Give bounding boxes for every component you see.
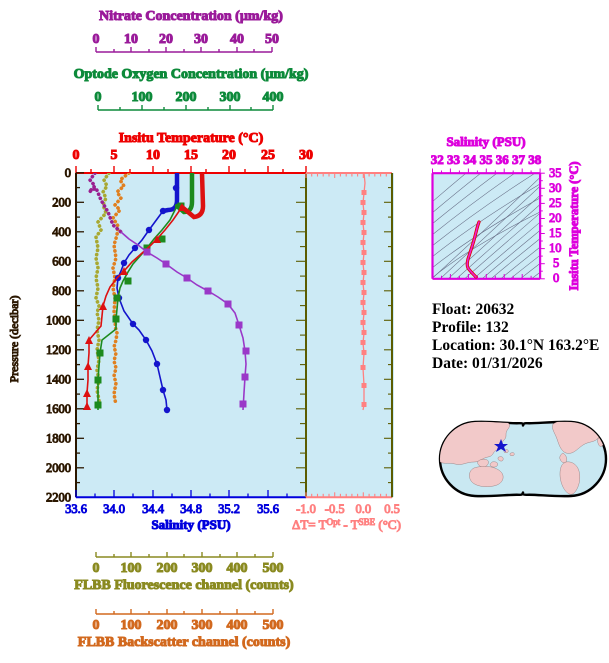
- svg-text:FLBB Fluorescence channel (cou: FLBB Fluorescence channel (counts): [74, 578, 294, 593]
- svg-text:0.0: 0.0: [355, 502, 371, 516]
- svg-text:5: 5: [553, 256, 559, 270]
- svg-text:100: 100: [121, 561, 142, 576]
- svg-text:35.2: 35.2: [218, 502, 240, 516]
- svg-text:1400: 1400: [46, 373, 71, 387]
- svg-text:32 33 34 35 36 37 38: 32 33 34 35 36 37 38: [431, 152, 542, 167]
- svg-text:0: 0: [93, 32, 100, 47]
- svg-text:400: 400: [263, 90, 284, 105]
- svg-text:30: 30: [299, 148, 313, 163]
- svg-text:5: 5: [111, 148, 118, 163]
- svg-text:0: 0: [73, 148, 80, 163]
- svg-text:Date: 01/31/2026: Date: 01/31/2026: [432, 355, 543, 372]
- svg-text:Location: 30.1°N 163.2°E: Location: 30.1°N 163.2°E: [432, 337, 599, 354]
- svg-text:0: 0: [65, 166, 71, 180]
- svg-text:400: 400: [227, 561, 248, 576]
- svg-text:200: 200: [157, 618, 178, 633]
- svg-text:1600: 1600: [46, 402, 71, 416]
- svg-text:600: 600: [52, 255, 71, 269]
- svg-text:0.5: 0.5: [384, 502, 400, 516]
- svg-text:34.8: 34.8: [180, 502, 202, 516]
- svg-text:500: 500: [263, 618, 284, 633]
- svg-text:35.6: 35.6: [257, 502, 279, 516]
- svg-text:0: 0: [95, 90, 102, 105]
- svg-text:400: 400: [52, 225, 71, 239]
- svg-text:Salinity (PSU): Salinity (PSU): [446, 134, 525, 149]
- svg-text:200: 200: [157, 561, 178, 576]
- svg-text:50: 50: [265, 32, 279, 47]
- svg-text:10: 10: [124, 32, 138, 47]
- svg-text:25: 25: [549, 196, 562, 210]
- svg-text:-1.0: -1.0: [296, 502, 316, 516]
- svg-text:25: 25: [261, 148, 275, 163]
- svg-text:1800: 1800: [46, 432, 71, 446]
- svg-text:34.4: 34.4: [142, 502, 165, 516]
- svg-text:15: 15: [549, 226, 562, 240]
- svg-text:30: 30: [549, 181, 562, 195]
- svg-text:Profile: 132: Profile: 132: [432, 319, 509, 336]
- svg-text:100: 100: [132, 90, 153, 105]
- svg-text:1000: 1000: [46, 314, 71, 328]
- svg-text:Float: 20632: Float: 20632: [432, 301, 514, 318]
- svg-text:200: 200: [52, 196, 71, 210]
- svg-text:10: 10: [146, 148, 160, 163]
- svg-text:500: 500: [263, 561, 284, 576]
- svg-text:Salinity (PSU): Salinity (PSU): [151, 517, 230, 532]
- svg-text:Optode Oxygen Concentration (µ: Optode Oxygen Concentration (µm/kg): [74, 67, 309, 82]
- svg-text:2000: 2000: [46, 461, 71, 475]
- svg-text:10: 10: [549, 241, 562, 255]
- svg-text:20: 20: [549, 211, 562, 225]
- svg-text:30: 30: [194, 32, 208, 47]
- svg-text:400: 400: [227, 618, 248, 633]
- svg-text:34.0: 34.0: [103, 502, 125, 516]
- svg-text:ΔT= TOpt - TSBE (°C): ΔT= TOpt - TSBE (°C): [292, 517, 401, 532]
- svg-text:0: 0: [553, 271, 559, 285]
- svg-text:Insitu Temperature (°C): Insitu Temperature (°C): [567, 161, 581, 290]
- svg-text:15: 15: [184, 148, 198, 163]
- svg-text:Nitrate Concentration (µm/kg): Nitrate Concentration (µm/kg): [99, 9, 283, 24]
- svg-text:100: 100: [121, 618, 142, 633]
- svg-text:FLBB Backscatter channel (coun: FLBB Backscatter channel (counts): [78, 635, 291, 650]
- svg-text:20: 20: [222, 148, 236, 163]
- svg-text:800: 800: [52, 284, 71, 298]
- svg-text:33.6: 33.6: [65, 502, 87, 516]
- svg-text:35: 35: [549, 166, 562, 180]
- svg-text:-0.5: -0.5: [325, 502, 345, 516]
- svg-text:Insitu Temperature (°C): Insitu Temperature (°C): [119, 131, 264, 146]
- svg-text:Pressure (decibar): Pressure (decibar): [7, 296, 21, 383]
- svg-text:0: 0: [93, 618, 100, 633]
- svg-text:200: 200: [176, 90, 197, 105]
- svg-text:300: 300: [192, 561, 213, 576]
- svg-text:20: 20: [159, 32, 173, 47]
- svg-text:300: 300: [220, 90, 241, 105]
- svg-text:1200: 1200: [46, 343, 71, 357]
- svg-text:40: 40: [230, 32, 244, 47]
- svg-text:0: 0: [93, 561, 100, 576]
- svg-text:300: 300: [192, 618, 213, 633]
